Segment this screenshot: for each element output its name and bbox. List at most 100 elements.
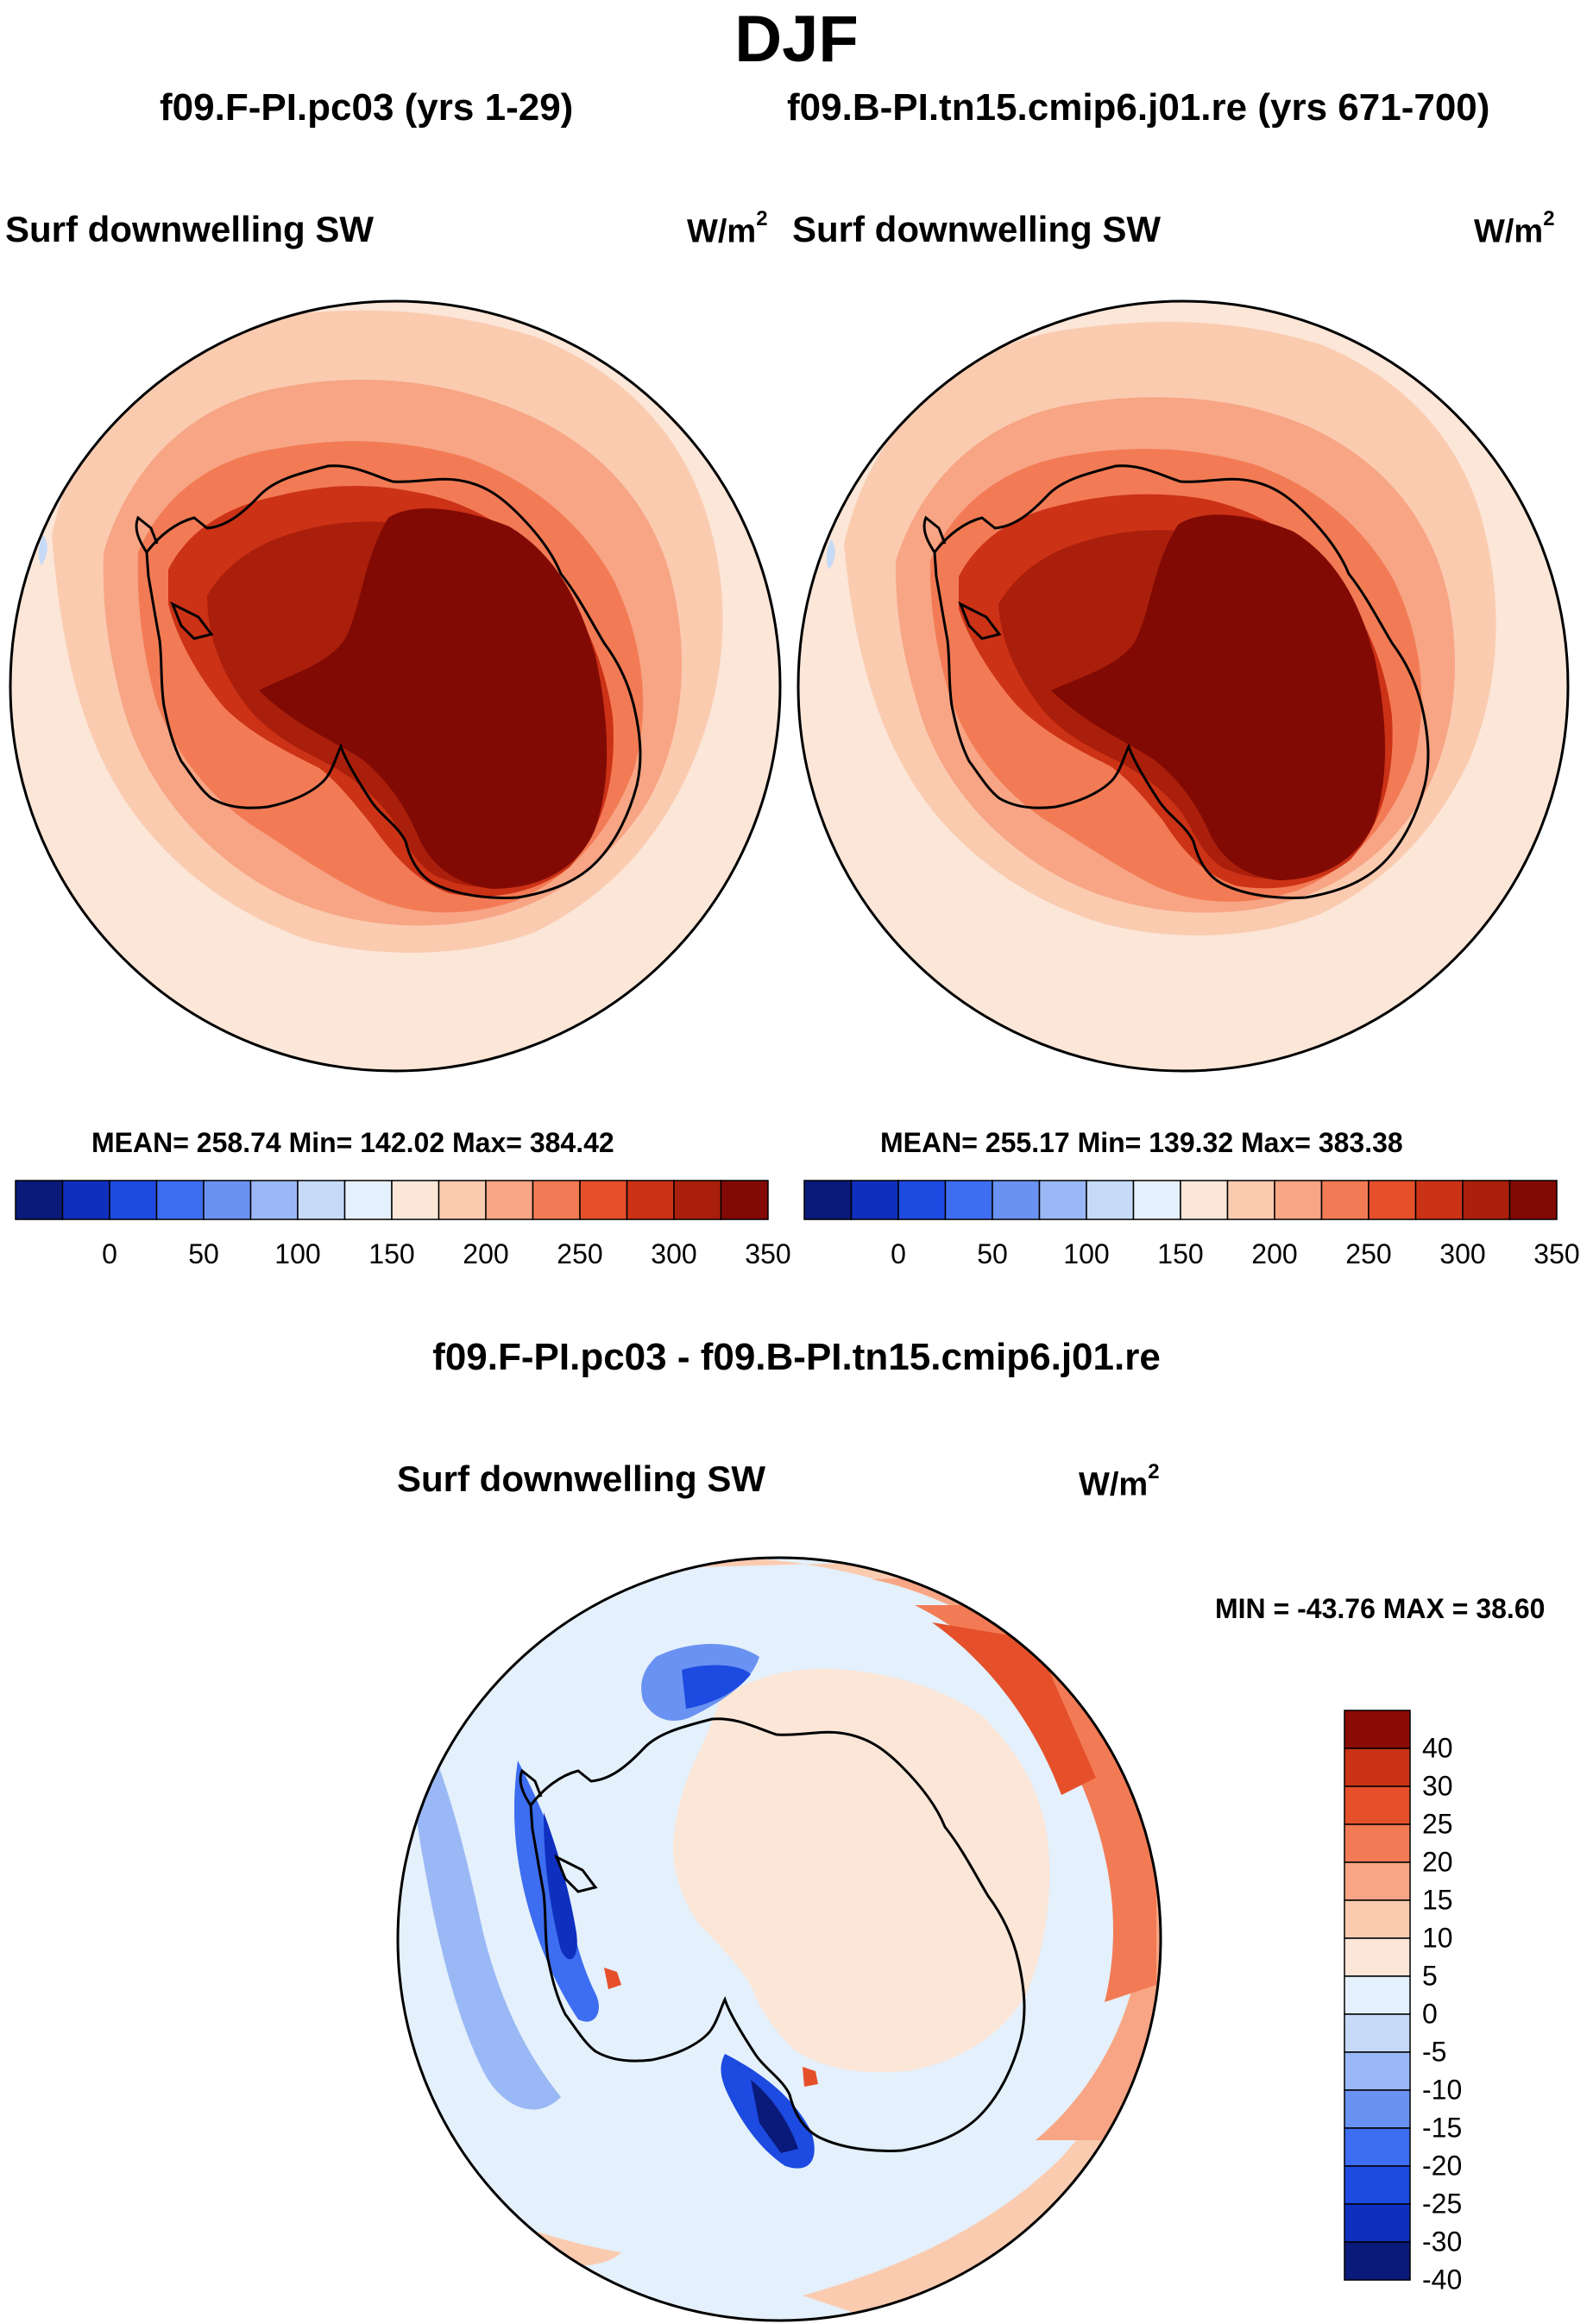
right-colorbar-tick-label: 0 <box>891 1238 906 1269</box>
right-colorbar-box <box>1226 1180 1275 1220</box>
left-colorbar-tick-label: 300 <box>651 1238 697 1269</box>
left-colorbar-box <box>155 1180 205 1220</box>
left-colorbar-box <box>61 1180 110 1220</box>
diff-colorbar-box <box>1344 2089 1411 2129</box>
diff-level-peninsula-min <box>544 1812 577 1960</box>
right-colorbar-box <box>897 1180 947 1220</box>
diff-level-ross-min <box>751 2080 798 2153</box>
left-colorbar-box <box>485 1180 534 1220</box>
diff-colorbar-tick-label: -25 <box>1422 2188 1463 2220</box>
left-colorbar-box <box>532 1180 581 1220</box>
diff-colorbar-tick-label: 15 <box>1422 1884 1453 1916</box>
right-colorbar-box <box>944 1180 993 1220</box>
diff-colorbar-box <box>1344 2241 1411 2281</box>
right-colorbar-tick-label: 300 <box>1439 1238 1486 1269</box>
diff-colorbar-box <box>1344 1899 1411 1939</box>
right-colorbar-tick-label: 350 <box>1533 1238 1580 1269</box>
right-stats: MEAN= 255.17 Min= 139.32 Max= 383.38 <box>880 1127 1403 1158</box>
left-colorbar-tick-label: 100 <box>274 1238 321 1269</box>
left-stats: MEAN= 258.74 Min= 142.02 Max= 384.42 <box>91 1127 614 1158</box>
diff-colorbar-tick-label: 20 <box>1422 1846 1453 1878</box>
diff-colorbar-tick-label: -5 <box>1422 2036 1447 2068</box>
right-colorbar-box <box>1274 1180 1323 1220</box>
diff-colorbar-tick-label: 0 <box>1422 1998 1438 2030</box>
diff-colorbar-box <box>1344 2203 1411 2243</box>
diff-colorbar-tick-label: 40 <box>1422 1732 1453 1764</box>
left-colorbar-tick-label: 250 <box>557 1238 603 1269</box>
diff-level-continent <box>673 1668 1050 2073</box>
diff-case-title: f09.F-PI.pc03 - f09.B-PI.tn15.cmip6.j01.… <box>432 1336 1161 1378</box>
diff-spot-1 <box>604 1968 621 1989</box>
diff-colorbar-box <box>1344 2013 1411 2053</box>
left-colorbar-box <box>626 1180 675 1220</box>
diff-colorbar-box <box>1344 1748 1411 1787</box>
right-colorbar-box <box>1180 1180 1229 1220</box>
left-colorbar-tick-label: 350 <box>745 1238 791 1269</box>
right-colorbar-box <box>1086 1180 1135 1220</box>
diff-level-west-blue <box>410 1709 561 2110</box>
left-colorbar-box <box>15 1180 64 1220</box>
left-units: W/m2 <box>687 207 768 250</box>
diff-level-east-max <box>932 1622 1096 1795</box>
left-colorbar-box <box>720 1180 769 1220</box>
diff-colorbar-tick-label: -30 <box>1422 2226 1463 2258</box>
right-case-title: f09.B-PI.tn15.cmip6.j01.re (yrs 671-700) <box>787 86 1490 129</box>
right-colorbar <box>803 1180 1558 1220</box>
left-colorbar-box <box>673 1180 722 1220</box>
left-colorbar <box>15 1180 769 1220</box>
diff-map <box>398 1558 1161 2321</box>
right-colorbar-tick-label: 150 <box>1157 1238 1204 1269</box>
left-map <box>10 301 780 1071</box>
left-colorbar-tick-label: 200 <box>463 1238 509 1269</box>
right-map-border <box>796 299 1570 1073</box>
right-colorbar-tick-label: 200 <box>1251 1238 1298 1269</box>
diff-map-border <box>396 1556 1162 2322</box>
diff-colorbar-tick-label: -15 <box>1422 2112 1463 2144</box>
diff-variable-title: Surf downwelling SW <box>397 1458 765 1499</box>
right-colorbar-box <box>992 1180 1041 1220</box>
left-colorbar-tick-label: 0 <box>102 1238 117 1269</box>
left-variable-title: Surf downwelling SW <box>5 209 374 249</box>
diff-colorbar-box <box>1344 1975 1411 2015</box>
right-colorbar-tick-label: 100 <box>1063 1238 1110 1269</box>
left-colorbar-box <box>391 1180 440 1220</box>
right-colorbar-box <box>1132 1180 1181 1220</box>
right-colorbar-box <box>1368 1180 1417 1220</box>
diff-spot-2 <box>803 2067 818 2087</box>
main-title: DJF <box>734 3 859 76</box>
left-map-border <box>9 299 782 1073</box>
left-colorbar-box <box>109 1180 158 1220</box>
right-colorbar-box <box>850 1180 899 1220</box>
left-colorbar-tick-label: 50 <box>188 1238 219 1269</box>
diff-colorbar-box <box>1344 2127 1411 2167</box>
diff-colorbar-tick-label: -40 <box>1422 2264 1463 2296</box>
diff-colorbar-box <box>1344 1786 1411 1825</box>
diff-level-wedge-min <box>682 1665 751 1709</box>
right-colorbar-box <box>1038 1180 1087 1220</box>
left-level-interior <box>259 508 608 889</box>
right-colorbar-tick-label: 250 <box>1345 1238 1392 1269</box>
diff-stats: MIN = -43.76 MAX = 38.60 <box>1215 1593 1546 1624</box>
diff-colorbar-tick-label: 5 <box>1422 1960 1438 1992</box>
diff-colorbar-box <box>1344 1861 1411 1901</box>
left-colorbar-box <box>297 1180 346 1220</box>
right-level-interior <box>1051 514 1386 880</box>
diff-colorbar-tick-label: 25 <box>1422 1808 1453 1840</box>
right-units: W/m2 <box>1474 207 1555 250</box>
diff-colorbar-box <box>1344 1937 1411 1977</box>
left-colorbar-box <box>249 1180 299 1220</box>
right-colorbar-box <box>1320 1180 1369 1220</box>
right-colorbar-box <box>803 1180 853 1220</box>
right-colorbar-tick-label: 50 <box>977 1238 1008 1269</box>
diff-colorbar-box <box>1344 1823 1411 1863</box>
right-blob-west <box>826 539 835 570</box>
left-colorbar-tick-label: 150 <box>368 1238 415 1269</box>
diff-colorbar-box <box>1344 1710 1411 1749</box>
diff-colorbar-box <box>1344 2165 1411 2205</box>
diff-colorbar-tick-label: 10 <box>1422 1922 1453 1954</box>
left-blob-west <box>38 535 47 565</box>
left-colorbar-box <box>579 1180 628 1220</box>
diff-units: W/m2 <box>1079 1460 1160 1503</box>
diff-colorbar-tick-label: -20 <box>1422 2150 1463 2182</box>
